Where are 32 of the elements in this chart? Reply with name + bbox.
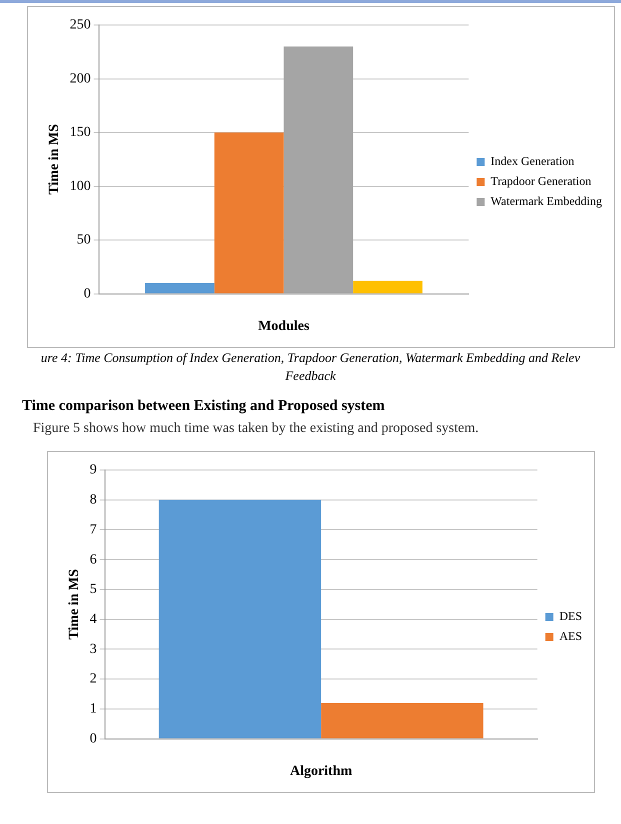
x-axis-title: Modules	[258, 319, 310, 334]
y-tick-label: 0	[90, 731, 97, 746]
legend-label: Watermark Embedding	[490, 194, 602, 208]
y-tick-label: 6	[90, 552, 97, 568]
y-tick-label: 200	[70, 71, 91, 86]
text: Time comparison between Existing and Proposed system	[22, 398, 386, 415]
text: ure 4: Time Consumption of Index Generation, Trapdoor Generation, Watermark Embedding and Relev	[40, 350, 582, 366]
legend-label: Trapdoor Generation	[490, 174, 592, 188]
y-axis-title: Time in MS	[47, 124, 62, 195]
y-tick-label: 250	[70, 18, 91, 33]
x-axis-title: Algorithm	[290, 764, 353, 780]
y-tick-label: 150	[70, 125, 91, 140]
bar	[145, 283, 214, 294]
text: Feedback	[284, 368, 337, 384]
y-tick-label: 7	[90, 522, 97, 538]
legend-label: Index Generation	[490, 154, 574, 168]
legend-label: DES	[559, 609, 582, 624]
y-tick-label: 100	[70, 178, 91, 194]
y-tick-label: 5	[90, 582, 97, 598]
legend-label: AES	[559, 629, 582, 644]
y-tick-label: 3	[90, 642, 97, 657]
y-axis-title: Time in MS	[67, 568, 82, 640]
bar	[353, 280, 422, 294]
y-tick-label: 9	[90, 462, 97, 478]
y-tick-label: 0	[84, 286, 91, 302]
y-tick-label: 2	[90, 672, 97, 687]
caption: Figure 5 shows how much time was taken by the existing and proposed system.	[33, 421, 480, 437]
y-tick-label: 1	[90, 702, 97, 717]
bar	[214, 132, 284, 294]
y-tick-label: 8	[90, 492, 97, 508]
y-tick-label: 50	[76, 232, 91, 248]
y-tick-label: 4	[90, 612, 97, 628]
